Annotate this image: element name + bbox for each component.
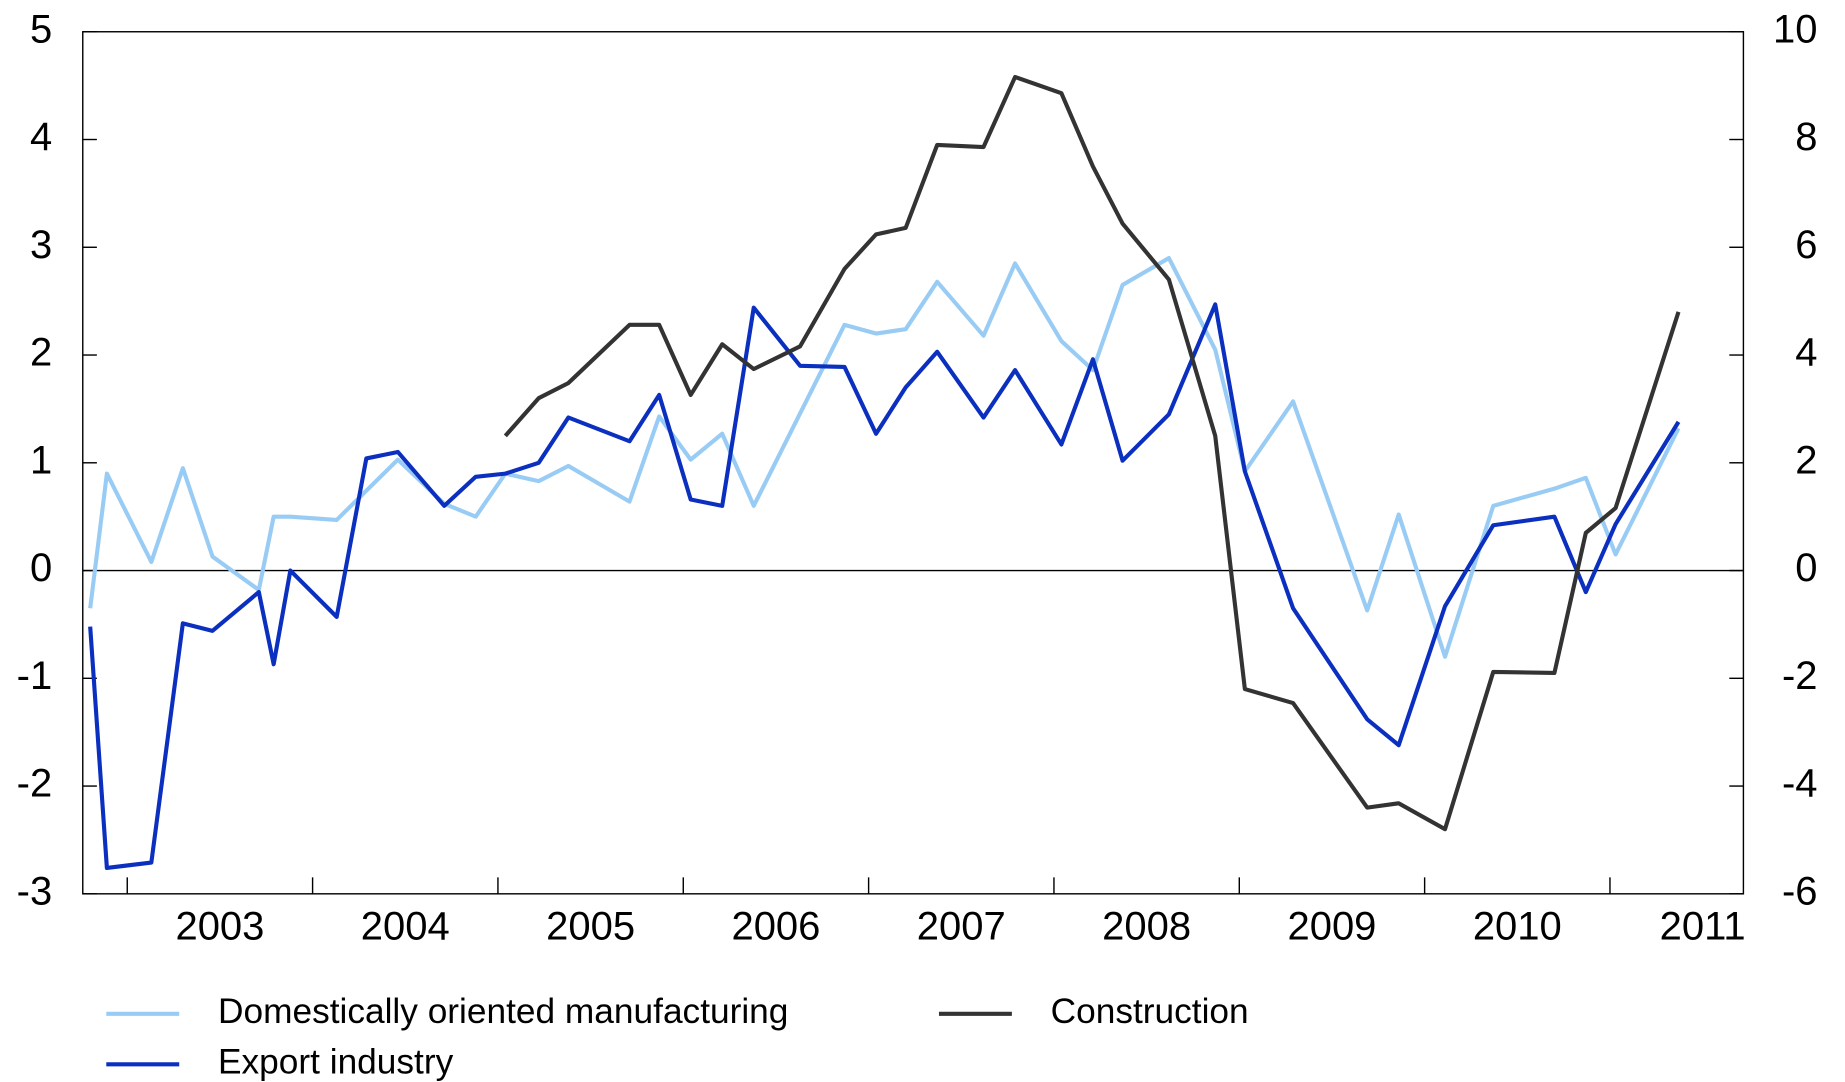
y-tick-label: -1: [17, 654, 53, 698]
y2-tick-label: -4: [1782, 762, 1818, 806]
y-tick-label: -2: [17, 762, 53, 806]
x-tick-label: 2010: [1473, 905, 1562, 949]
y2-tick-label: -2: [1782, 654, 1818, 698]
y-tick-label: 3: [30, 223, 52, 267]
y2-tick-label: 2: [1795, 438, 1817, 482]
legend-label: Construction: [1051, 992, 1249, 1031]
plot-frame: [82, 31, 1745, 895]
x-tick-label: 2005: [546, 905, 635, 949]
y-tick-label: 4: [30, 115, 52, 159]
legend: Domestically oriented manufacturing Expor…: [106, 992, 1249, 1082]
y-tick-label: 5: [30, 7, 52, 51]
series-line: [88, 255, 1681, 659]
x-tick-label: 2009: [1287, 905, 1376, 949]
x-tick-label: 2011: [1660, 905, 1746, 949]
y2-tick-label: 6: [1795, 223, 1817, 267]
legend-label: Export industry: [218, 1043, 454, 1082]
y2-tick-label: 8: [1795, 115, 1817, 159]
y-tick-label: 2: [30, 331, 52, 375]
y2-tick-label: 10: [1773, 7, 1817, 51]
y-tick-label: -3: [17, 869, 53, 913]
x-tick-label: 2006: [731, 905, 820, 949]
y-tick-label: 0: [30, 546, 52, 590]
x-tick-label: 2004: [361, 905, 450, 949]
x-tick-label: 2008: [1102, 905, 1191, 949]
y-tick-label: 1: [30, 438, 52, 482]
y2-tick-label: 4: [1795, 331, 1817, 375]
x-tick-label: 2003: [175, 905, 264, 949]
x-tick-label: 2007: [917, 905, 1006, 949]
series-line: [503, 74, 1681, 832]
y2-tick-label: 0: [1795, 546, 1817, 590]
y2-tick-label: -6: [1782, 869, 1818, 913]
series-line: [88, 302, 1681, 871]
legend-label: Domestically oriented manufacturing: [218, 992, 788, 1031]
